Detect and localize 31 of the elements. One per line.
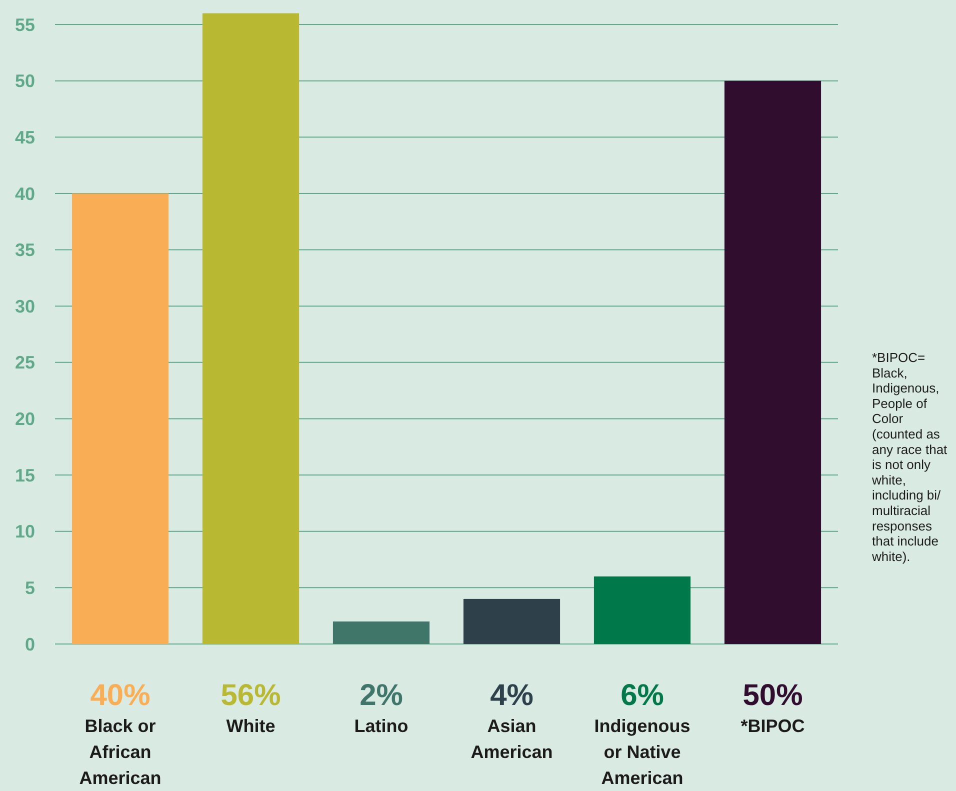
x-tick-label: Asian American (470, 716, 553, 762)
data-label: 4% (490, 679, 534, 712)
y-tick-label: 25 (14, 352, 35, 373)
bar (332, 621, 430, 644)
text: *BIPOC= Black, Indigenous, People of Color (counted as any race that is not only white, including bi/multiracial responses that include white). (872, 350, 948, 564)
y-tick-label: 35 (14, 240, 35, 260)
x-tick-label: *BIPOC (740, 716, 805, 736)
data-label: 50% (742, 679, 803, 712)
x-tick-label: Black or African American (79, 716, 162, 788)
data-label: 6% (620, 679, 664, 712)
x-tick-label: Latino (354, 716, 408, 736)
y-tick-label: 0 (24, 634, 35, 654)
y-tick-label: 30 (14, 296, 35, 316)
bar (724, 80, 822, 644)
y-tick-label: 10 (14, 522, 35, 542)
data-label: 2% (360, 679, 403, 712)
data-label: 40% (90, 679, 150, 712)
bar (594, 576, 691, 644)
y-tick-label: 5 (24, 578, 35, 598)
x-tick-label: Indigenous or Native American (594, 716, 690, 788)
y-tick-label: 15 (14, 465, 35, 486)
y-tick-label: 55 (14, 14, 35, 35)
y-tick-label: 20 (14, 409, 35, 430)
x-tick-label: White (226, 716, 276, 736)
bar (202, 13, 300, 644)
data-label: 56% (220, 679, 281, 712)
y-tick-label: 45 (14, 127, 35, 148)
bar (72, 193, 169, 644)
y-tick-label: 40 (14, 184, 35, 204)
y-tick-label: 50 (14, 71, 35, 92)
bar (463, 598, 560, 644)
